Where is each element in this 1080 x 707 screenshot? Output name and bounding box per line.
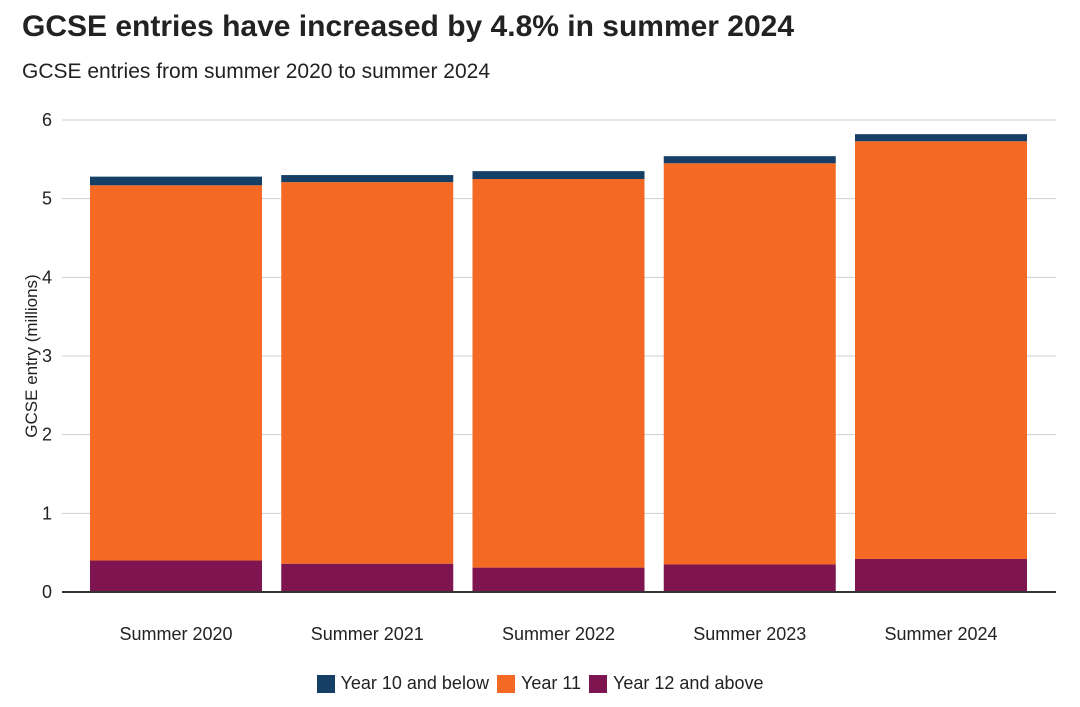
bar-segment-year-10-and-below (663, 156, 836, 164)
x-tick-label: Summer 2022 (502, 624, 615, 644)
y-axis-label: GCSE entry (millions) (22, 274, 41, 437)
y-tick-label: 6 (42, 110, 52, 130)
x-tick-label: Summer 2023 (693, 624, 806, 644)
legend-item: Year 12 and above (589, 673, 764, 694)
y-tick-label: 4 (42, 267, 52, 287)
y-tick-label: 3 (42, 346, 52, 366)
legend-label: Year 10 and below (340, 673, 489, 693)
legend-item: Year 11 (496, 673, 582, 694)
bars (90, 134, 1027, 592)
legend: Year 10 and below Year 11 Year 12 and abov… (0, 673, 1080, 694)
bar-stack (90, 176, 262, 592)
legend-label: Year 11 (520, 673, 582, 693)
chart-subtitle: GCSE entries from summer 2020 to summer … (22, 60, 491, 83)
x-tick-labels: Summer 2020 Summer 2021 Summer 2022 Summer … (119, 624, 997, 644)
legend-swatch (589, 674, 608, 693)
x-tick-label: Summer 2020 (119, 624, 232, 644)
y-tick-label: 2 (42, 425, 52, 445)
bar-segment-year-12-and-above (90, 560, 262, 592)
bar-segment-year-11 (855, 141, 1027, 559)
bar-segment-year-10-and-below (855, 134, 1027, 142)
legend-item: Year 10 and below (316, 673, 489, 694)
legend-label: Year 12 and above (613, 673, 764, 693)
bar-stack (281, 175, 454, 592)
bar-segment-year-11 (90, 185, 262, 561)
x-tick-label: Summer 2021 (311, 624, 424, 644)
bar-segment-year-11 (281, 182, 454, 564)
bar-segment-year-12-and-above (281, 563, 454, 592)
bar-segment-year-12-and-above (855, 558, 1027, 592)
bar-segment-year-10-and-below (281, 175, 454, 183)
chart-title: GCSE entries have increased by 4.8% in s… (22, 10, 795, 43)
legend-swatch (316, 674, 335, 693)
bar-segment-year-11 (472, 179, 645, 568)
legend-swatch (496, 674, 515, 693)
bar-stack (663, 156, 836, 592)
bar-stack (855, 134, 1027, 592)
bar-segment-year-12-and-above (472, 567, 645, 592)
bar-segment-year-11 (663, 163, 836, 565)
bar-segment-year-10-and-below (472, 171, 645, 179)
y-tick-label: 0 (42, 582, 52, 602)
y-tick-label: 1 (42, 503, 52, 523)
bar-stack (472, 171, 645, 592)
bar-segment-year-12-and-above (663, 564, 836, 592)
bar-segment-year-10-and-below (90, 176, 262, 186)
x-tick-label: Summer 2024 (884, 624, 997, 644)
y-tick-label: 5 (42, 189, 52, 209)
y-tick-labels: 0 1 2 3 4 5 6 (42, 110, 52, 602)
